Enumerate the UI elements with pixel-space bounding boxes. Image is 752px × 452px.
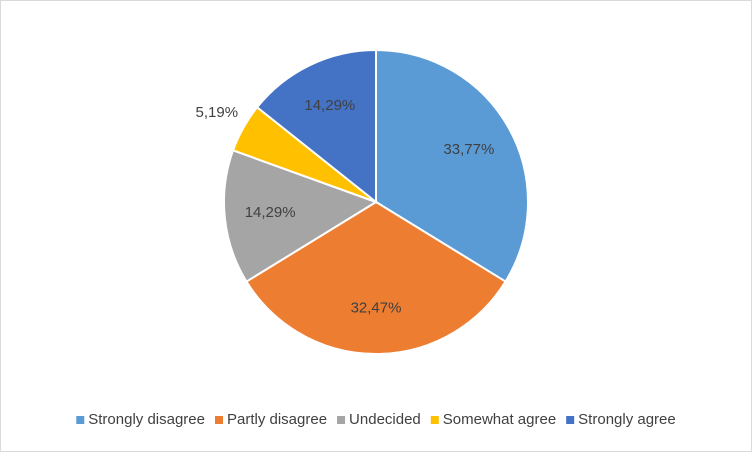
pie-slice <box>223 149 379 283</box>
data-label: 14,29% <box>245 204 296 221</box>
legend-label: Strongly agree <box>578 411 676 428</box>
legend-label: Partly disagree <box>227 411 327 428</box>
legend-label: Strongly disagree <box>88 411 205 428</box>
data-label: 33,77% <box>443 141 494 158</box>
legend-swatch <box>76 416 85 424</box>
legend-swatch <box>566 416 575 424</box>
legend-swatch <box>337 416 346 424</box>
legend-label: Somewhat agree <box>443 411 556 428</box>
legend-swatch <box>214 416 223 424</box>
pie-slice <box>255 48 377 205</box>
data-label: 14,29% <box>304 97 355 114</box>
pie-slice <box>245 200 507 355</box>
legend-label: Undecided <box>349 411 421 428</box>
legend: Strongly disagree Partly disagree Undecide… <box>76 411 676 428</box>
legend-swatch <box>430 416 439 424</box>
data-label: 5,19% <box>196 104 239 121</box>
pie-slice <box>375 48 529 283</box>
data-label: 32,47% <box>351 299 402 316</box>
